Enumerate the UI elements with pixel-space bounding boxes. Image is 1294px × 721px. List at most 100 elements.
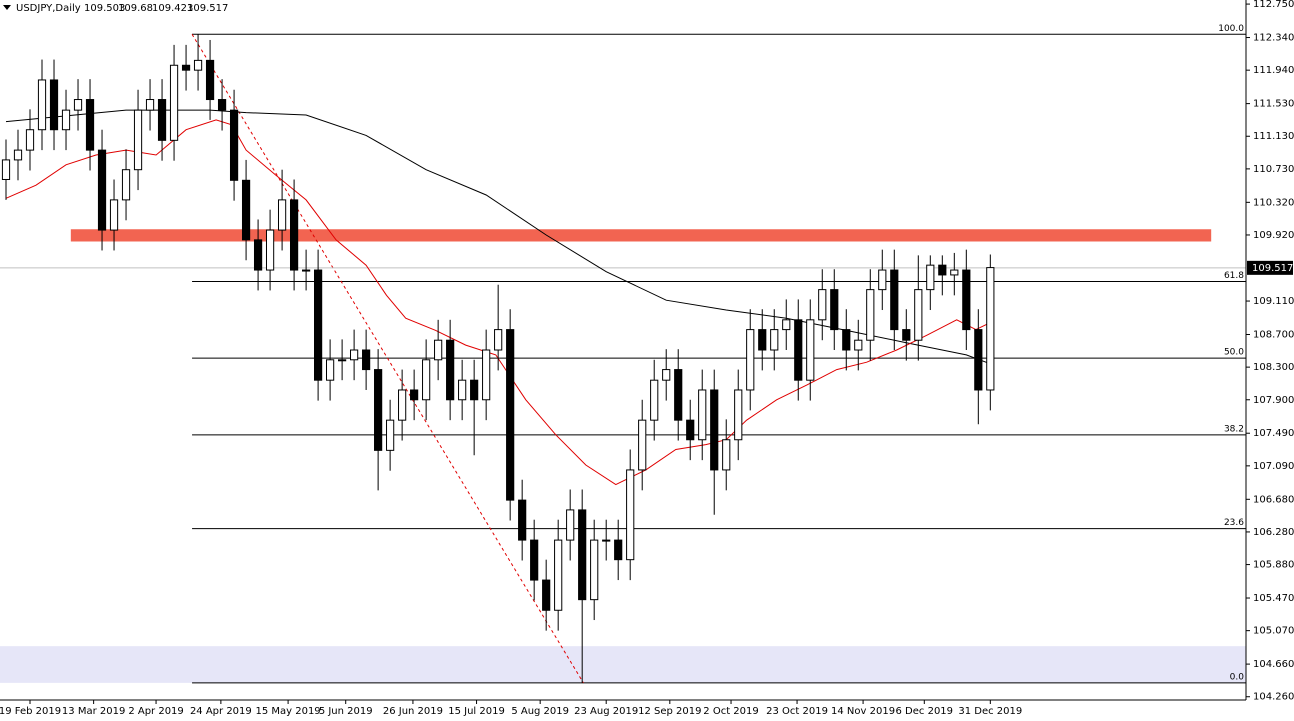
candle-body	[145, 99, 155, 111]
y-tick-label: 111.940	[1253, 65, 1294, 76]
x-tick-label: 12 Sep 2019	[638, 706, 701, 717]
candle-body	[193, 59, 203, 71]
candle-body	[686, 419, 695, 441]
candle-body	[698, 389, 707, 441]
candle-body	[794, 319, 803, 381]
candle-body	[854, 339, 863, 351]
candle-body	[434, 339, 443, 361]
candle-body	[842, 329, 851, 351]
candle-body	[770, 329, 779, 351]
candle-body	[938, 264, 947, 276]
candle-body	[758, 329, 767, 351]
x-tick-label: 2 Oct 2019	[703, 706, 758, 717]
candle-body	[578, 509, 587, 601]
candle-body	[398, 389, 407, 421]
x-tick-label: 24 Apr 2019	[190, 706, 252, 717]
candle-body	[205, 59, 215, 101]
candle-body	[458, 379, 467, 401]
candle-body	[49, 79, 59, 131]
candle-body	[806, 319, 815, 381]
y-tick-label: 104.260	[1253, 692, 1294, 703]
fib-label: 100.0	[1218, 24, 1244, 34]
candle-body	[253, 239, 263, 271]
candle-body	[602, 539, 611, 542]
candle-body	[902, 329, 911, 341]
x-tick-label: 14 Nov 2019	[831, 706, 895, 717]
candle-body	[722, 439, 731, 471]
candle-body	[73, 99, 83, 111]
candle-body	[326, 359, 335, 381]
candle-body	[974, 329, 983, 391]
candle-body	[614, 539, 623, 561]
candle-body	[566, 509, 575, 541]
y-tick-label: 109.110	[1253, 296, 1294, 307]
candle-body	[482, 349, 491, 401]
y-tick-label: 109.920	[1253, 230, 1294, 241]
fib-trendline	[191, 34, 584, 684]
y-tick-label: 107.900	[1253, 395, 1294, 406]
x-tick-label: 5 Jun 2019	[319, 706, 373, 717]
candle-body	[109, 199, 119, 231]
zone	[70, 229, 1212, 242]
candle-body	[374, 369, 383, 451]
candle-body	[229, 109, 239, 181]
y-tick-label: 110.730	[1253, 164, 1294, 175]
candle-body	[710, 389, 719, 471]
candle-body	[265, 229, 275, 271]
x-tick-label: 26 Jun 2019	[383, 706, 443, 717]
candle-body	[878, 269, 887, 291]
fib-label: 38.2	[1224, 424, 1244, 434]
candle-body	[530, 539, 539, 581]
y-tick-label: 108.300	[1253, 362, 1294, 373]
candle-body	[626, 469, 635, 561]
candle-body	[289, 199, 299, 271]
candle-body	[962, 269, 971, 331]
y-tick-label: 111.530	[1253, 99, 1294, 110]
candle-body	[121, 169, 131, 201]
candle-body	[25, 129, 35, 151]
candle-body	[133, 109, 143, 171]
candle-body	[518, 499, 527, 541]
candle-body	[157, 99, 167, 141]
y-tick-label: 107.490	[1253, 428, 1294, 439]
candle-body	[746, 329, 755, 391]
fib-label: 61.8	[1224, 271, 1244, 281]
y-tick-label: 107.090	[1253, 461, 1294, 472]
candle-body	[217, 99, 227, 111]
y-tick-label: 105.470	[1253, 593, 1294, 604]
x-tick-label: 6 Dec 2019	[896, 706, 954, 717]
header-high: 109.68	[118, 3, 153, 14]
candle-body	[638, 419, 647, 471]
y-tick-label: 111.130	[1253, 131, 1294, 142]
candle-body	[301, 269, 311, 272]
candle-body	[97, 149, 107, 231]
x-tick-label: 23 Aug 2019	[574, 706, 638, 717]
candle-body	[950, 269, 959, 276]
y-tick-label: 112.750	[1253, 0, 1294, 10]
x-tick-label: 2 Apr 2019	[128, 706, 183, 717]
x-tick-label: 19 Feb 2019	[0, 706, 61, 717]
header-open: 109.503	[84, 3, 125, 14]
current-price-box	[1247, 260, 1293, 275]
y-tick-label: 110.320	[1253, 197, 1294, 208]
candle-body	[470, 379, 479, 401]
candle-body	[277, 199, 287, 231]
menu-arrow	[3, 5, 11, 10]
candle-body	[181, 64, 191, 71]
candle-body	[1, 159, 11, 180]
zone	[0, 646, 1246, 683]
candle-body	[914, 289, 923, 341]
y-tick-label: 106.280	[1253, 527, 1294, 538]
header-symbol: USDJPY,Daily	[16, 3, 81, 14]
x-tick-label: 31 Dec 2019	[958, 706, 1022, 717]
candle-body	[169, 64, 179, 141]
candle-body	[410, 389, 419, 401]
candle-body	[338, 359, 347, 362]
candle-body	[542, 579, 551, 611]
candle-body	[506, 329, 515, 501]
candle-body	[350, 349, 359, 361]
candle-body	[37, 79, 47, 131]
header-low: 109.423	[152, 3, 193, 14]
x-tick-label: 15 Jul 2019	[448, 706, 505, 717]
candle-body	[782, 319, 791, 331]
